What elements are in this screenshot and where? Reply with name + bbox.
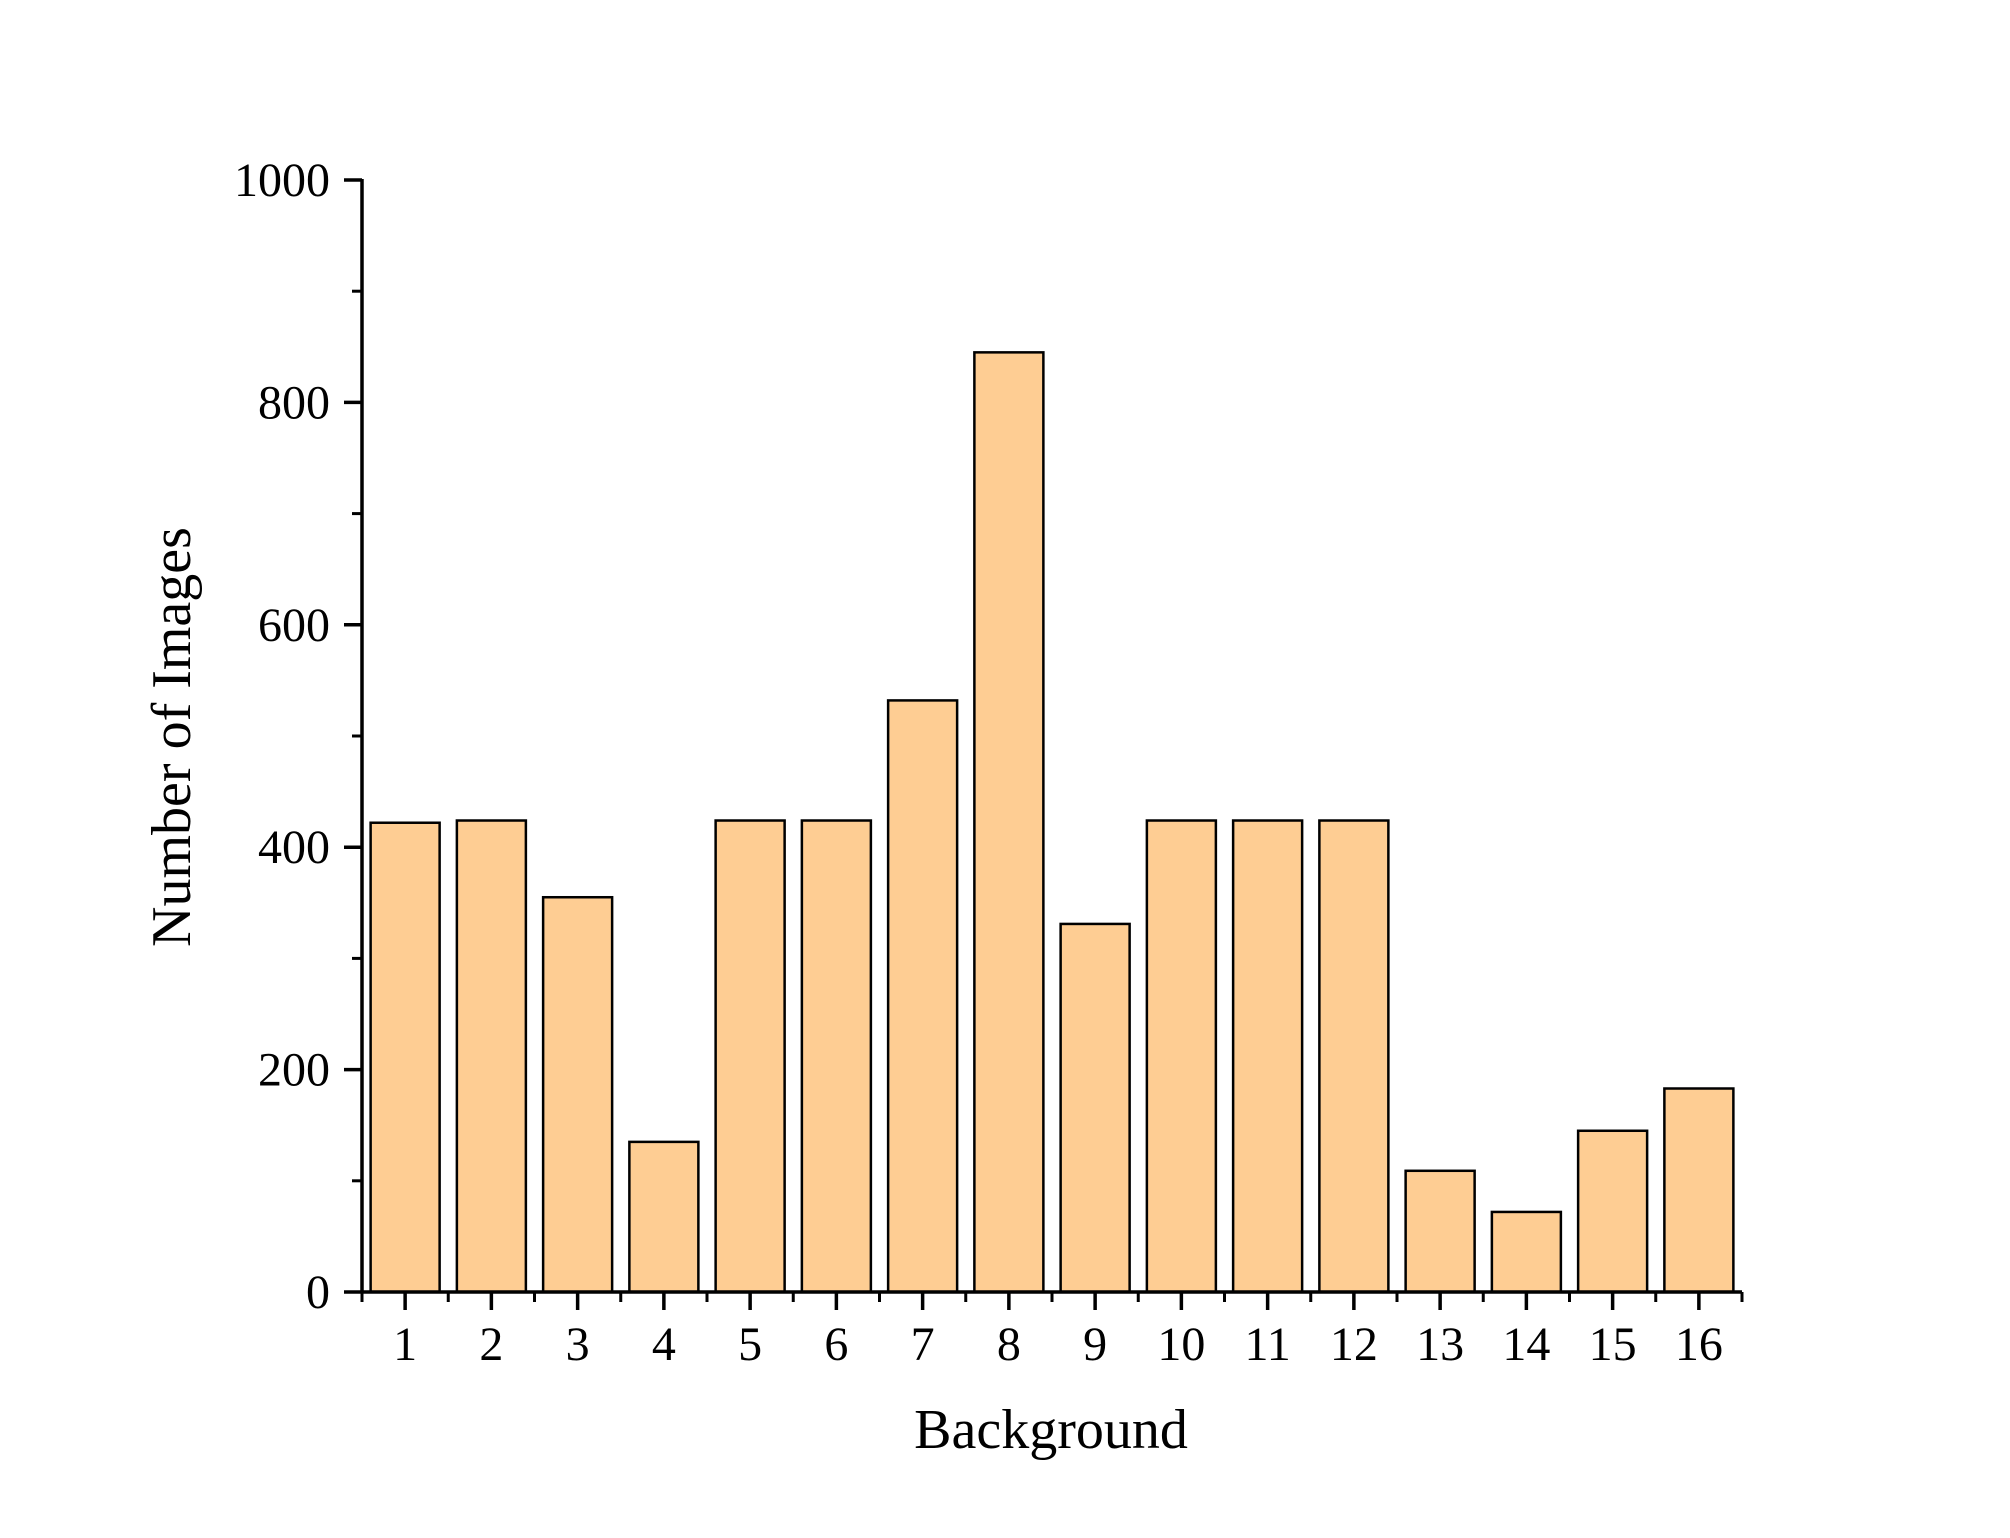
x-tick-label: 8 xyxy=(997,1318,1021,1371)
bar-14 xyxy=(1490,1210,1563,1294)
bar-7 xyxy=(886,699,959,1294)
x-tick-label: 13 xyxy=(1416,1318,1464,1371)
x-tick-label: 1 xyxy=(393,1318,417,1371)
x-tick-label: 2 xyxy=(479,1318,503,1371)
bar-12 xyxy=(1318,819,1390,1294)
x-axis-label: Background xyxy=(914,1399,1188,1461)
x-tick-label: 3 xyxy=(566,1318,590,1371)
x-tick-label: 14 xyxy=(1502,1318,1550,1371)
bar-3 xyxy=(541,895,614,1294)
x-tick-label: 11 xyxy=(1245,1318,1291,1371)
x-tick-label: 9 xyxy=(1083,1318,1107,1371)
x-tick-label: 4 xyxy=(652,1318,676,1371)
bar-16 xyxy=(1663,1087,1735,1294)
y-tick-label: 600 xyxy=(258,599,330,652)
y-tick-label: 400 xyxy=(258,821,330,874)
bar-2 xyxy=(455,819,528,1294)
x-tick-label: 6 xyxy=(824,1318,848,1371)
x-tick-label: 10 xyxy=(1157,1318,1205,1371)
bar-11 xyxy=(1231,819,1304,1294)
bar-4 xyxy=(628,1140,700,1294)
y-tick-label: 0 xyxy=(306,1266,330,1319)
x-tick-label: 7 xyxy=(911,1318,935,1371)
x-ticks-group: 1 2 3 4 5 6 7 8 9 10 11 12 13 14 15 16 xyxy=(360,1292,1744,1371)
x-tick-label: 15 xyxy=(1589,1318,1637,1371)
x-tick-label: 5 xyxy=(738,1318,762,1371)
x-tick-label: 16 xyxy=(1675,1318,1723,1371)
y-tick-label: 800 xyxy=(258,376,330,429)
bars-group xyxy=(369,351,1735,1294)
bar-9 xyxy=(1059,922,1131,1294)
bar-6 xyxy=(800,819,873,1294)
bar-8 xyxy=(973,351,1045,1294)
y-tick-label: 1000 xyxy=(234,154,330,207)
bar-13 xyxy=(1404,1169,1476,1294)
bar-5 xyxy=(714,819,786,1294)
y-tick-label: 200 xyxy=(258,1044,330,1097)
bar-10 xyxy=(1145,819,1218,1294)
bar-15 xyxy=(1576,1129,1649,1294)
y-ticks-group: 0 200 400 600 800 1000 xyxy=(234,154,362,1319)
y-axis-label: Number of Images xyxy=(141,527,203,947)
bar-1 xyxy=(369,821,441,1294)
x-tick-label: 12 xyxy=(1330,1318,1378,1371)
